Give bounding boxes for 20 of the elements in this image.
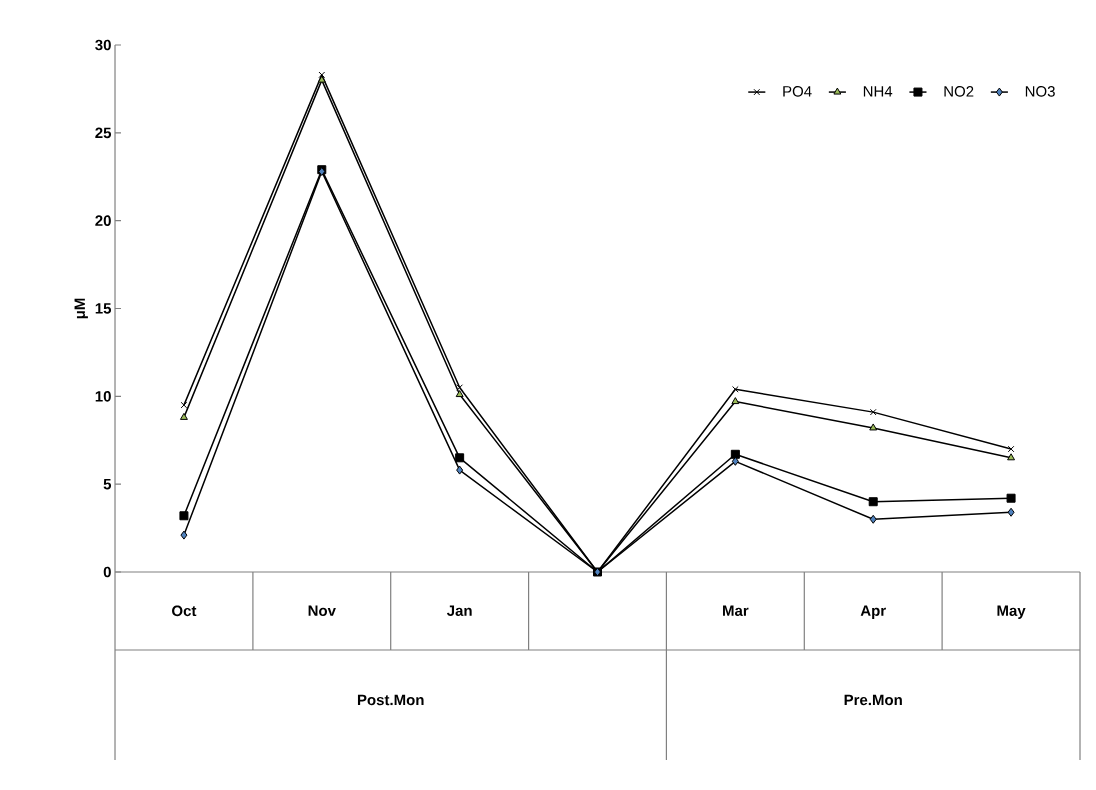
y-tick-label: 0 xyxy=(103,566,111,578)
x-tick-label: Mar xyxy=(723,605,749,616)
legend-label: NH4 xyxy=(863,86,893,97)
y-tick-label: 20 xyxy=(95,215,111,226)
y-tick-label: 5 xyxy=(103,478,112,490)
y-tick-label: 10 xyxy=(95,391,111,402)
y-tick-label: 30 xyxy=(95,39,111,51)
x-tick-label: Jan xyxy=(446,605,472,616)
text: Post.Mon xyxy=(357,694,424,706)
x-tick-label: Nov xyxy=(308,605,336,616)
y-axis-title: μM xyxy=(74,298,88,319)
legend-label: PO4 xyxy=(783,86,812,97)
y-tick-label: 15 xyxy=(95,303,112,314)
legend-label: NO2 xyxy=(944,86,974,97)
legend-label: NO3 xyxy=(1025,86,1055,97)
x-tick-label: Oct xyxy=(172,605,197,617)
x-tick-label: May xyxy=(997,605,1026,619)
x-tick-label: Apr xyxy=(860,605,886,619)
text: Pre.Mon xyxy=(844,694,902,706)
y-tick-label: 25 xyxy=(95,127,112,139)
